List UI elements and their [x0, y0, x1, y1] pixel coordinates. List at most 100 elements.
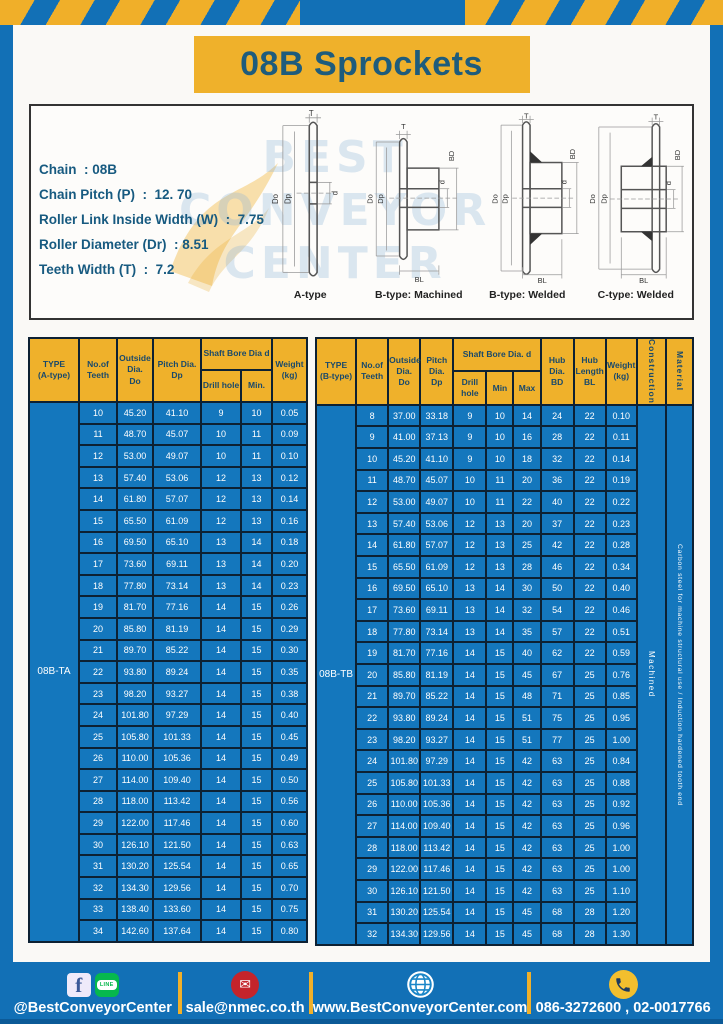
- data-cell: 41.10: [419, 447, 455, 471]
- data-cell: 0.28: [604, 533, 638, 558]
- svg-text:T: T: [309, 110, 314, 118]
- table-row: 18 77.80 73.14 13 14 35 57 22 0.51: [316, 619, 693, 644]
- data-cell: 0.35: [271, 660, 308, 684]
- data-cell: 57.07: [419, 533, 455, 558]
- data-cell: 109.40: [419, 814, 455, 838]
- data-cell: 22: [572, 403, 607, 428]
- data-cell: 85.80: [387, 663, 422, 687]
- data-cell: 14: [485, 576, 515, 601]
- data-cell: 77.16: [419, 641, 455, 665]
- data-cell: 15: [240, 638, 273, 663]
- data-cell: 57: [539, 619, 575, 644]
- data-cell: 13: [485, 555, 515, 579]
- svg-text:Do: Do: [490, 194, 499, 204]
- col-header-outside-b: Outside Dia. Do: [387, 337, 422, 406]
- col-header-drill-b: Drill hole: [452, 370, 488, 406]
- data-cell: 0.92: [604, 792, 638, 817]
- spec-teeth-width: Teeth Width (T) : 7.2: [39, 261, 175, 277]
- data-cell: 118.00: [116, 789, 154, 814]
- table-b-type: TYPE (B-type) No.of Teeth Outside Dia. D…: [314, 336, 695, 946]
- data-cell: 0.18: [271, 530, 308, 555]
- data-cell: 9: [452, 403, 488, 428]
- data-cell: 14: [200, 703, 242, 727]
- data-cell: 14: [452, 814, 488, 838]
- data-cell: 14: [452, 749, 488, 773]
- table-row: 16 69.50 65.10 13 14 0.18: [29, 530, 308, 555]
- data-cell: 42: [512, 878, 542, 903]
- col-header-weight-a: Weight (kg): [271, 337, 308, 403]
- data-cell: 11: [240, 444, 273, 468]
- data-cell: 12: [200, 508, 242, 533]
- data-cell: 125.54: [152, 854, 202, 879]
- footer-email-group: ✉ sale@nmec.co.th: [182, 970, 309, 1016]
- col-header-teeth-a: No.of Teeth: [78, 337, 118, 403]
- data-cell: 14: [452, 727, 488, 752]
- email-icon[interactable]: ✉: [231, 970, 260, 999]
- facebook-icon[interactable]: f: [66, 972, 91, 997]
- data-cell: 19: [78, 595, 118, 619]
- data-cell: 77: [539, 727, 575, 752]
- data-cell: 0.10: [604, 403, 638, 428]
- data-cell: 30: [78, 832, 118, 857]
- table-row: 21 89.70 85.22 14 15 48 71 25 0.85: [316, 684, 693, 709]
- svg-text:Dp: Dp: [599, 194, 608, 204]
- data-cell: 24: [78, 703, 118, 727]
- footer-website-group: www.BestConveyorCenter.com: [312, 970, 528, 1016]
- phone-icon[interactable]: [608, 970, 638, 999]
- data-cell: 77.16: [152, 595, 202, 619]
- table-row: 11 48.70 45.07 10 11 20 36 22 0.19: [316, 468, 693, 493]
- data-cell: 12: [78, 444, 118, 468]
- data-cell: 126.10: [387, 878, 422, 903]
- data-cell: 10: [78, 401, 118, 425]
- data-cell: 20: [78, 616, 118, 641]
- data-cell: 15: [240, 660, 273, 684]
- data-cell: 8: [355, 403, 390, 428]
- data-cell: 89.24: [152, 660, 202, 684]
- footer-phone[interactable]: 086-3272600 , 02-0017766: [535, 999, 711, 1016]
- data-cell: 122.00: [116, 811, 154, 835]
- data-cell: 57.07: [152, 487, 202, 511]
- data-cell: 14: [200, 724, 242, 749]
- data-cell: 14: [200, 832, 242, 857]
- hazard-stripes-right: [465, 0, 723, 25]
- data-cell: 14: [200, 595, 242, 619]
- table-row: 28 118.00 113.42 14 15 0.56: [29, 789, 308, 814]
- data-cell: 53.06: [419, 511, 455, 536]
- data-cell: 13: [200, 530, 242, 555]
- data-cell: 0.80: [271, 919, 308, 943]
- data-cell: 42: [512, 857, 542, 881]
- data-cell: 98.20: [387, 727, 422, 752]
- data-cell: 53.06: [152, 465, 202, 490]
- data-cell: 1.00: [604, 857, 638, 881]
- data-cell: 15: [240, 595, 273, 619]
- footer-email[interactable]: sale@nmec.co.th: [185, 999, 305, 1016]
- data-cell: 138.40: [116, 897, 154, 922]
- data-cell: 57.40: [387, 511, 422, 536]
- data-cell: 10: [485, 403, 515, 428]
- data-cell: 57.40: [116, 465, 154, 490]
- data-cell: 69.11: [419, 598, 455, 622]
- table-row: 31 130.20 125.54 14 15 45 68 28 1.20: [316, 900, 693, 925]
- data-cell: 114.00: [387, 814, 422, 838]
- data-cell: 0.23: [604, 511, 638, 536]
- data-cell: 14: [452, 792, 488, 817]
- data-cell: 22: [572, 511, 607, 536]
- diagram-c-welded: T Do Dp d BD BL C-type: Welded: [582, 110, 691, 314]
- data-cell: 14: [485, 619, 515, 644]
- data-cell: 15: [485, 641, 515, 665]
- data-cell: 118.00: [387, 835, 422, 860]
- construction-cell: Machined: [635, 403, 667, 946]
- data-cell: 28: [572, 900, 607, 925]
- footer-website[interactable]: www.BestConveyorCenter.com: [312, 999, 528, 1016]
- data-cell: 17: [78, 552, 118, 576]
- data-cell: 42: [512, 835, 542, 860]
- line-icon[interactable]: LINE: [94, 972, 119, 997]
- data-cell: 22: [78, 660, 118, 684]
- globe-icon[interactable]: [406, 970, 435, 999]
- data-cell: 61.09: [152, 508, 202, 533]
- footer-social-handle[interactable]: @BestConveyorCenter: [13, 999, 172, 1016]
- data-cell: 0.56: [271, 789, 308, 814]
- data-cell: 101.80: [116, 703, 154, 727]
- data-cell: 28: [78, 789, 118, 814]
- spec-roller-dia: Roller Diameter (Dr) : 8.51: [39, 236, 209, 252]
